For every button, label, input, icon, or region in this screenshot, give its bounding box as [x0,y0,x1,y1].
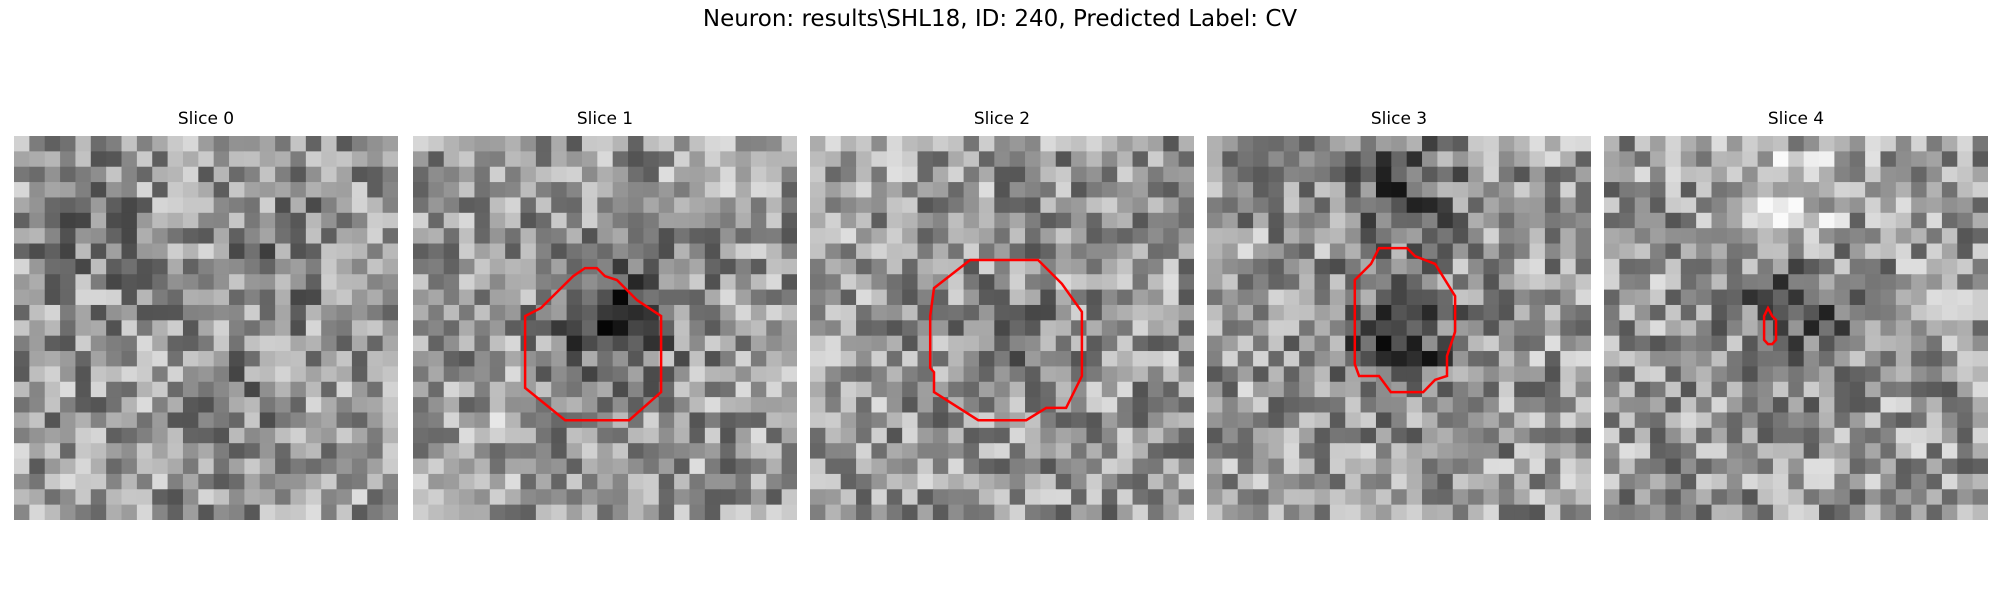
segmentation-contour [523,266,663,422]
slice-image [810,136,1194,520]
slice-title: Slice 2 [973,109,1031,129]
slice-image [1604,136,1988,520]
slice-heatmap [1604,136,1988,520]
slice-image [14,136,398,520]
panel-slice-3: Slice 3 [1207,108,1591,520]
segmentation-contour [1353,246,1457,394]
slice-heatmap [14,136,398,520]
slice-heatmap [810,136,1194,520]
slice-title: Slice 1 [576,109,634,129]
figure-title: Neuron: results\SHL18, ID: 240, Predicte… [702,6,1298,32]
slice-title: Slice 0 [177,109,235,129]
slice-image [1207,136,1591,520]
segmentation-contour [1762,305,1778,346]
panel-slice-0: Slice 0 [14,108,398,520]
slice-image [413,136,797,520]
slice-heatmap [413,136,797,520]
slice-title: Slice 4 [1767,109,1825,129]
panel-slice-4: Slice 4 [1604,108,1988,520]
segmentation-contour [928,258,1084,422]
slice-heatmap [1207,136,1591,520]
panel-slice-2: Slice 2 [810,108,1194,520]
panel-slice-1: Slice 1 [413,108,797,520]
slice-title: Slice 3 [1370,109,1428,129]
